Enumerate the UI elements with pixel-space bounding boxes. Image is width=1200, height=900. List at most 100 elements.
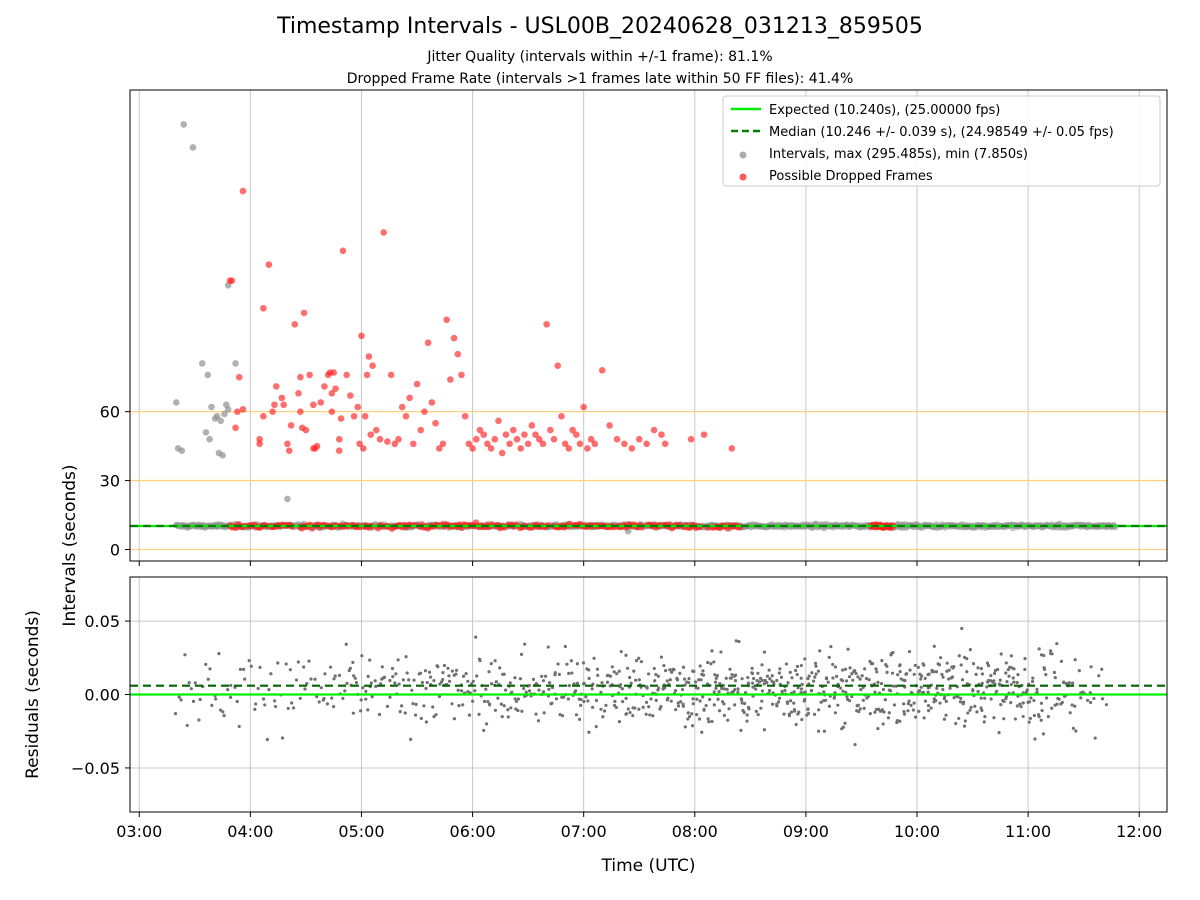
- dropped-frame-point: [295, 389, 302, 397]
- residual-point: [786, 681, 790, 685]
- residual-point: [206, 677, 210, 681]
- residual-point: [873, 710, 877, 714]
- residual-point: [600, 681, 604, 685]
- residual-point: [767, 688, 772, 693]
- residual-point: [621, 699, 625, 704]
- residual-point: [566, 697, 570, 701]
- residual-point: [813, 675, 817, 679]
- dropped-frame-point: [339, 247, 347, 255]
- residual-point: [969, 705, 973, 709]
- residual-point: [700, 730, 704, 734]
- residual-point: [602, 709, 607, 713]
- residual-point: [286, 706, 290, 711]
- dropped-frame-point: [658, 431, 665, 438]
- residual-point: [793, 668, 798, 673]
- residual-point: [398, 709, 402, 714]
- residual-point: [1009, 654, 1013, 658]
- residual-point: [1044, 696, 1049, 700]
- dropped-frame-point: [260, 304, 267, 312]
- residual-point: [952, 696, 956, 700]
- residual-point: [740, 698, 744, 702]
- residual-point: [461, 703, 465, 707]
- residual-point: [916, 690, 920, 694]
- chart-title: Timestamp Intervals - USL00B_20240628_03…: [277, 14, 923, 39]
- dropped-frame-point: [347, 392, 354, 399]
- residual-point: [726, 718, 730, 722]
- residual-point: [814, 672, 818, 676]
- residual-point: [396, 658, 400, 662]
- residual-point: [364, 697, 368, 701]
- residual-point: [907, 649, 912, 654]
- dropped-frame-point: [291, 321, 299, 328]
- dropped-frame-point: [335, 435, 343, 443]
- residual-point: [1093, 736, 1097, 740]
- residual-point: [832, 696, 836, 700]
- residual-point: [829, 645, 833, 649]
- dropped-frame-point: [410, 440, 417, 448]
- residual-point: [739, 728, 743, 733]
- dropped-frame-subtitle: Dropped Frame Rate (intervals >1 frames …: [346, 71, 854, 87]
- residual-point: [1004, 695, 1008, 699]
- residual-point: [891, 651, 895, 655]
- residual-point: [989, 674, 993, 678]
- residual-point: [1073, 704, 1077, 708]
- residual-point: [553, 671, 557, 675]
- residual-point: [861, 698, 865, 702]
- residual-point: [450, 702, 454, 706]
- residual-point: [594, 698, 599, 703]
- residual-point: [514, 699, 519, 703]
- residual-point: [716, 697, 720, 701]
- legend: Expected (10.240s), (25.00000 fps) Median…: [722, 95, 1161, 187]
- dropped-frame-point: [398, 403, 406, 411]
- residual-point: [1070, 703, 1074, 707]
- dropped-frame-point: [247, 73, 254, 80]
- residual-point: [1089, 665, 1093, 669]
- residual-point: [291, 706, 296, 710]
- dropped-frame-point: [532, 431, 539, 438]
- residual-point: [1039, 701, 1043, 705]
- residual-point: [628, 675, 632, 680]
- residual-point: [676, 701, 680, 705]
- residual-point: [784, 662, 788, 666]
- residual-point: [718, 682, 722, 686]
- residual-point: [922, 716, 926, 720]
- x-tick-label: 06:00: [450, 822, 496, 841]
- residual-point: [508, 681, 512, 685]
- residual-point: [857, 710, 861, 714]
- residual-point: [473, 689, 477, 693]
- residual-point: [686, 717, 690, 721]
- residual-point: [536, 719, 541, 723]
- residual-point: [976, 666, 980, 670]
- residual-point: [799, 687, 804, 691]
- residual-point: [938, 701, 942, 705]
- residual-point: [235, 699, 239, 704]
- residual-point: [751, 685, 755, 689]
- residual-point: [345, 681, 349, 685]
- residual-point: [1042, 653, 1046, 658]
- residual-point: [809, 689, 814, 693]
- residual-point: [775, 678, 779, 683]
- residual-point: [706, 717, 710, 721]
- bottom-plot-area: [130, 626, 1167, 747]
- residual-point: [745, 719, 749, 723]
- residual-point: [347, 669, 351, 673]
- residual-point: [813, 661, 818, 665]
- residual-point: [587, 676, 591, 681]
- residual-point: [827, 655, 831, 659]
- residual-point: [675, 678, 680, 682]
- residual-point: [831, 676, 835, 680]
- dropped-frame-point: [285, 447, 293, 455]
- residual-point: [679, 700, 683, 704]
- dropped-frame-point: [265, 261, 273, 268]
- residual-point: [980, 708, 984, 712]
- residual-point: [193, 681, 197, 685]
- residual-point: [662, 663, 666, 668]
- interval-point: [221, 410, 228, 418]
- residual-point: [674, 708, 678, 712]
- residual-point: [687, 676, 691, 681]
- dropped-frame-point: [476, 426, 484, 434]
- residual-point: [1005, 680, 1009, 684]
- residual-point: [856, 675, 860, 679]
- residual-point: [1019, 705, 1023, 709]
